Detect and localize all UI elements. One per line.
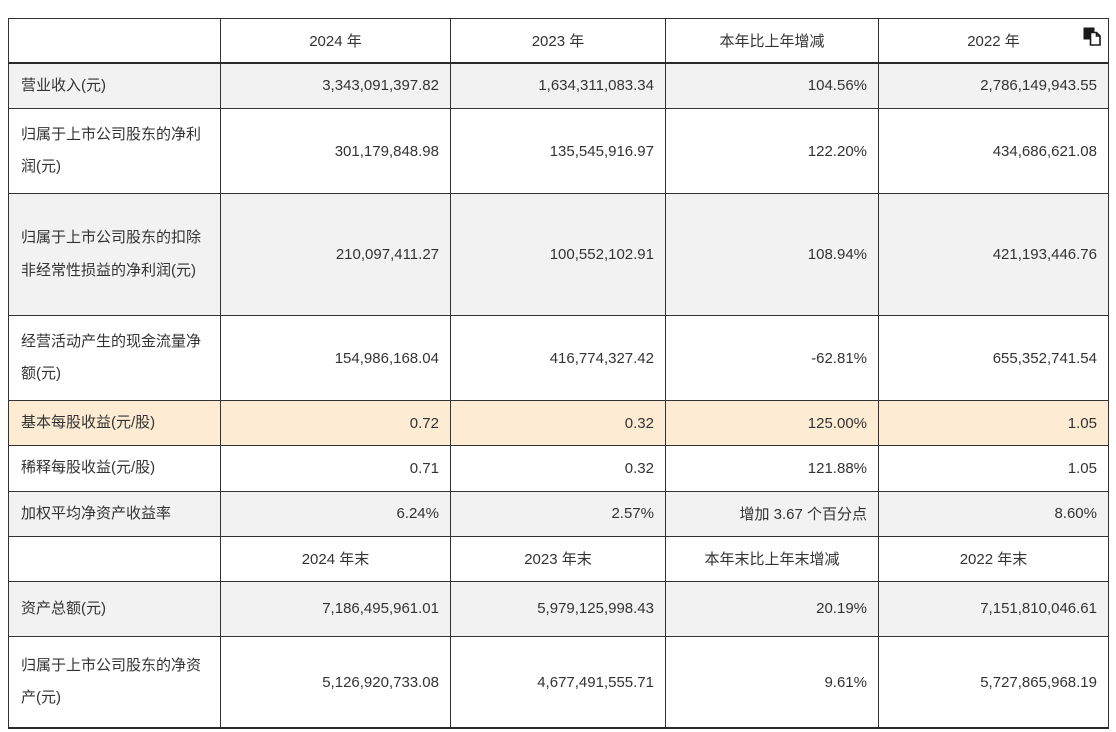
value-change: 125.00% [665,399,879,447]
value-2024: 3,343,091,397.82 [220,62,451,109]
table-row-total-assets: 资产总额(元) 7,186,495,961.01 5,979,125,998.4… [8,580,1109,637]
header-empty-cell [8,535,221,582]
value-2022: 1.05 [878,445,1109,492]
value-2022: 655,352,741.54 [878,315,1109,401]
value-change: 104.56% [665,62,879,109]
row-label: 基本每股收益(元/股) [8,399,221,447]
value-change: 9.61% [665,635,879,730]
header-2024: 2024 年 [220,18,451,64]
table-row-operating-cash-flow: 经营活动产生的现金流量净额(元) 154,986,168.04 416,774,… [8,315,1109,401]
row-label: 经营活动产生的现金流量净额(元) [8,315,221,401]
header-2024-end: 2024 年末 [220,535,451,582]
value-2024: 6.24% [220,490,451,537]
value-2023: 5,979,125,998.43 [450,580,666,637]
value-2023: 0.32 [450,445,666,492]
table-row-revenue: 营业收入(元) 3,343,091,397.82 1,634,311,083.3… [8,62,1109,109]
value-2024: 0.72 [220,399,451,447]
value-change: 121.88% [665,445,879,492]
header-2022-end: 2022 年末 [878,535,1109,582]
value-change: 增加 3.67 个百分点 [665,490,879,537]
value-2024: 7,186,495,961.01 [220,580,451,637]
table-header-annual: 2024 年 2023 年 本年比上年增减 2022 年 [8,18,1109,64]
value-change: 108.94% [665,193,879,316]
header-yoy-change: 本年比上年增减 [665,18,879,64]
value-2022: 1.05 [878,399,1109,447]
value-2023: 1,634,311,083.34 [450,62,666,109]
financial-summary-table: 2024 年 2023 年 本年比上年增减 2022 年 营业收入(元) [8,18,1109,730]
value-2022: 7,151,810,046.61 [878,580,1109,637]
row-label: 稀释每股收益(元/股) [8,445,221,492]
row-label: 归属于上市公司股东的净利润(元) [8,108,221,194]
header-2022: 2022 年 [878,18,1109,64]
row-label: 归属于上市公司股东的扣除非经常性损益的净利润(元) [8,193,221,316]
value-2024: 5,126,920,733.08 [220,635,451,730]
value-2024: 301,179,848.98 [220,108,451,194]
value-change: 20.19% [665,580,879,637]
value-2022: 5,727,865,968.19 [878,635,1109,730]
header-empty-cell [8,18,221,64]
value-2023: 4,677,491,555.71 [450,635,666,730]
value-2022: 434,686,621.08 [878,108,1109,194]
copy-icon[interactable] [1082,26,1103,47]
table-row-basic-eps: 基本每股收益(元/股) 0.72 0.32 125.00% 1.05 [8,399,1109,447]
header-yoy-end-change: 本年末比上年末增减 [665,535,879,582]
header-2023-end: 2023 年末 [450,535,666,582]
value-2023: 416,774,327.42 [450,315,666,401]
row-label: 加权平均净资产收益率 [8,490,221,537]
row-label: 资产总额(元) [8,580,221,637]
header-2022-label: 2022 年 [967,32,1020,50]
value-2024: 154,986,168.04 [220,315,451,401]
value-2022: 2,786,149,943.55 [878,62,1109,109]
row-label: 归属于上市公司股东的净资产(元) [8,635,221,730]
value-2022: 421,193,446.76 [878,193,1109,316]
table-row-deducted-net-profit: 归属于上市公司股东的扣除非经常性损益的净利润(元) 210,097,411.27… [8,193,1109,316]
value-change: 122.20% [665,108,879,194]
header-2023: 2023 年 [450,18,666,64]
table-row-weighted-roe: 加权平均净资产收益率 6.24% 2.57% 增加 3.67 个百分点 8.60… [8,490,1109,537]
value-2024: 0.71 [220,445,451,492]
value-change: -62.81% [665,315,879,401]
table-row-net-profit: 归属于上市公司股东的净利润(元) 301,179,848.98 135,545,… [8,108,1109,194]
value-2023: 100,552,102.91 [450,193,666,316]
table-row-diluted-eps: 稀释每股收益(元/股) 0.71 0.32 121.88% 1.05 [8,445,1109,492]
row-label: 营业收入(元) [8,62,221,109]
value-2023: 2.57% [450,490,666,537]
value-2022: 8.60% [878,490,1109,537]
value-2023: 0.32 [450,399,666,447]
table-row-net-assets: 归属于上市公司股东的净资产(元) 5,126,920,733.08 4,677,… [8,635,1109,730]
value-2024: 210,097,411.27 [220,193,451,316]
value-2023: 135,545,916.97 [450,108,666,194]
table-header-year-end: 2024 年末 2023 年末 本年末比上年末增减 2022 年末 [8,535,1109,582]
